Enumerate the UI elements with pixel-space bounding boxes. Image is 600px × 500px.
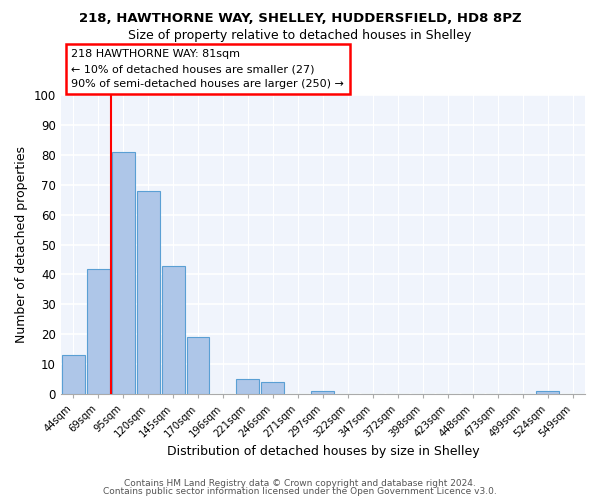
Bar <box>112 152 134 394</box>
Bar <box>62 356 85 395</box>
Text: Contains public sector information licensed under the Open Government Licence v3: Contains public sector information licen… <box>103 487 497 496</box>
Bar <box>161 266 185 394</box>
Bar <box>236 380 259 394</box>
X-axis label: Distribution of detached houses by size in Shelley: Distribution of detached houses by size … <box>167 444 479 458</box>
Text: 218, HAWTHORNE WAY, SHELLEY, HUDDERSFIELD, HD8 8PZ: 218, HAWTHORNE WAY, SHELLEY, HUDDERSFIEL… <box>79 12 521 26</box>
Bar <box>187 338 209 394</box>
Y-axis label: Number of detached properties: Number of detached properties <box>15 146 28 343</box>
Bar <box>311 392 334 394</box>
Bar <box>86 268 110 394</box>
Bar <box>262 382 284 394</box>
Bar <box>137 190 160 394</box>
Text: Contains HM Land Registry data © Crown copyright and database right 2024.: Contains HM Land Registry data © Crown c… <box>124 478 476 488</box>
Text: Size of property relative to detached houses in Shelley: Size of property relative to detached ho… <box>128 29 472 42</box>
Bar <box>536 392 559 394</box>
Text: 218 HAWTHORNE WAY: 81sqm
← 10% of detached houses are smaller (27)
90% of semi-d: 218 HAWTHORNE WAY: 81sqm ← 10% of detach… <box>71 49 344 89</box>
